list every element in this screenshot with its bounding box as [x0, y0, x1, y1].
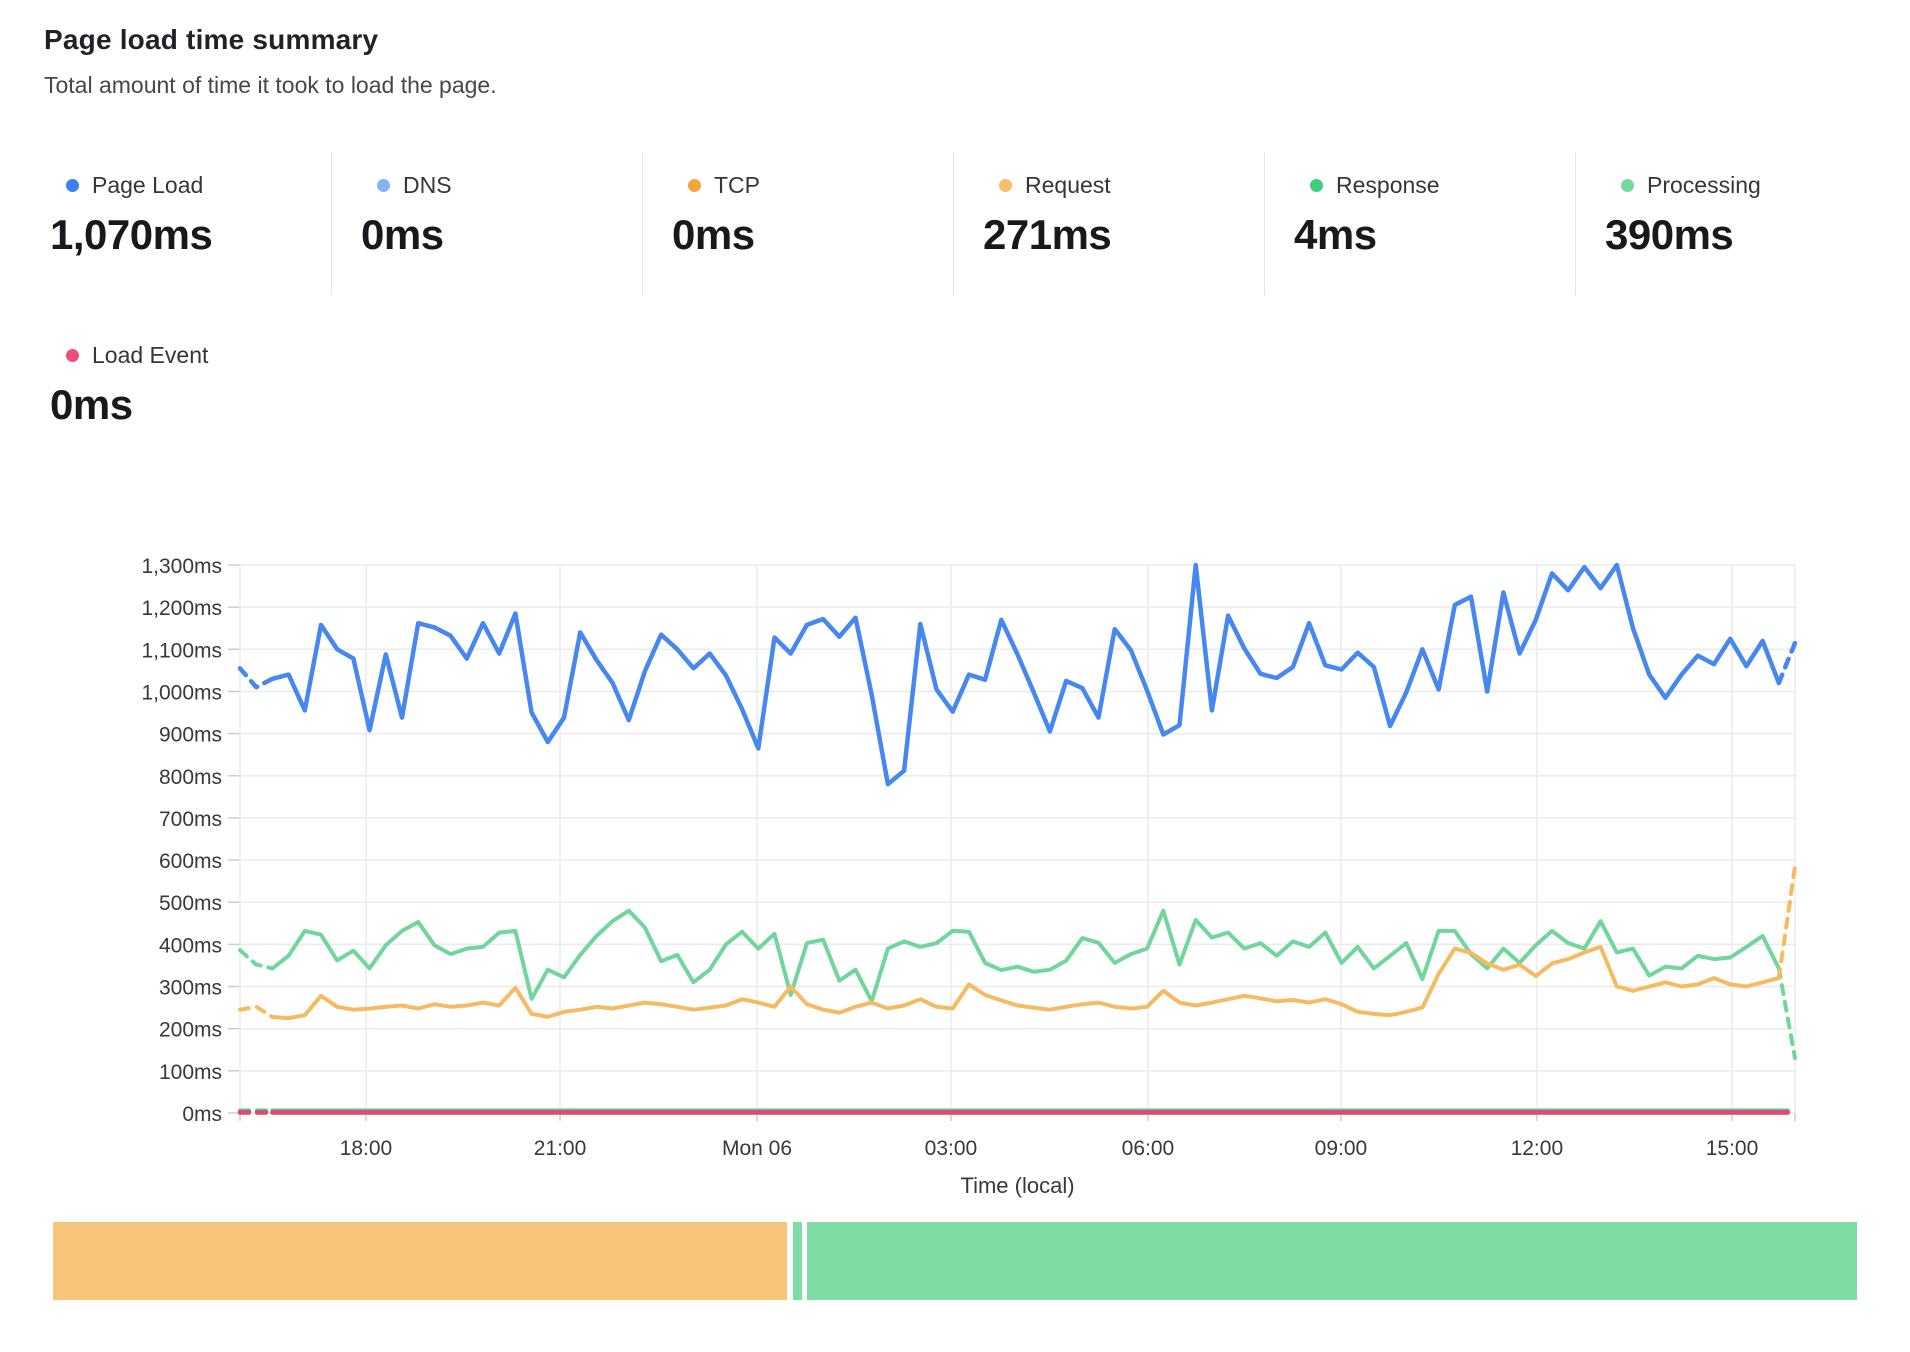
series-request-dash-tail — [1776, 864, 1797, 981]
x-tick-label: Mon 06 — [722, 1137, 792, 1160]
metric-summary-row: Page Load 1,070ms DNS 0ms TCP 0ms Reques… — [21, 152, 1887, 295]
y-tick-label: 400ms — [159, 934, 222, 957]
load-event-dot-icon — [66, 349, 79, 362]
series-processing-dash-tail — [1776, 966, 1797, 1061]
stat-label: DNS — [403, 172, 452, 198]
page-subtitle: Total amount of time it took to load the… — [44, 72, 497, 98]
x-axis-title: Time (local) — [960, 1173, 1074, 1198]
page-load-dot-icon — [66, 179, 79, 192]
processing-dot-icon — [1621, 179, 1634, 192]
y-tick-label: 300ms — [159, 977, 222, 1000]
stat-processing: Processing 390ms — [1576, 152, 1887, 295]
stat-dns: DNS 0ms — [332, 152, 643, 295]
stat-label: TCP — [714, 172, 760, 198]
x-tick-label: 06:00 — [1122, 1137, 1175, 1160]
stat-value: 0ms — [361, 211, 444, 258]
stat-response: Response 4ms — [1265, 152, 1576, 295]
x-tick-label: 12:00 — [1511, 1137, 1564, 1160]
stat-label: Page Load — [92, 172, 204, 198]
x-tick-label: 21:00 — [534, 1137, 587, 1160]
series-request — [270, 944, 1781, 1021]
x-tick-label: 15:00 — [1706, 1137, 1759, 1160]
stat-request: Request 271ms — [954, 152, 1265, 295]
tcp-dot-icon — [688, 179, 701, 192]
series-page-load-dash-head — [237, 666, 275, 690]
response-dot-icon — [1310, 179, 1323, 192]
y-tick-label: 900ms — [159, 724, 222, 747]
stat-label: Request — [1025, 172, 1111, 198]
y-tick-label: 1,300ms — [141, 555, 222, 578]
stat-label: Processing — [1647, 172, 1761, 198]
y-tick-label: 200ms — [159, 1019, 222, 1042]
stat-tcp: TCP 0ms — [643, 152, 954, 295]
stat-value: 1,070ms — [50, 211, 213, 258]
series-request-dash-head — [238, 1004, 275, 1019]
request-dot-icon — [999, 179, 1012, 192]
dns-dot-icon — [377, 179, 390, 192]
x-tick-label: 09:00 — [1315, 1137, 1368, 1160]
y-tick-label: 800ms — [159, 766, 222, 789]
brush-segment-processing-sliver[interactable] — [792, 1222, 802, 1300]
stat-load-event: Load Event 0ms — [21, 322, 332, 429]
y-tick-label: 500ms — [159, 892, 222, 915]
stat-value: 0ms — [672, 211, 755, 258]
stat-label: Response — [1336, 172, 1440, 198]
y-tick-label: 1,000ms — [141, 681, 222, 704]
y-tick-label: 100ms — [159, 1061, 222, 1084]
stat-page-load: Page Load 1,070ms — [21, 152, 332, 295]
series-page-load — [270, 562, 1782, 787]
series-page-load-dash-tail — [1776, 640, 1798, 686]
stat-value: 390ms — [1605, 211, 1734, 258]
y-tick-label: 1,200ms — [141, 597, 222, 620]
y-tick-label: 0ms — [182, 1103, 222, 1126]
brush-segment-processing-portion[interactable] — [807, 1222, 1857, 1300]
y-tick-label: 600ms — [159, 850, 222, 873]
stat-label: Load Event — [92, 342, 209, 368]
y-tick-label: 700ms — [159, 808, 222, 831]
page-title: Page load time summary — [44, 24, 379, 55]
brush-segment-request-portion[interactable] — [53, 1222, 788, 1300]
x-tick-label: 18:00 — [340, 1137, 393, 1160]
metric-summary-row-2: Load Event 0ms — [21, 322, 332, 429]
time-range-brush[interactable] — [53, 1222, 1857, 1300]
series-processing-dash-head — [238, 948, 275, 971]
stat-value: 271ms — [983, 211, 1112, 258]
stat-value: 4ms — [1294, 211, 1377, 258]
y-tick-label: 1,100ms — [141, 639, 222, 662]
x-tick-label: 03:00 — [925, 1137, 978, 1160]
series-processing — [270, 908, 1781, 1004]
stat-value: 0ms — [50, 381, 133, 428]
page-load-time-chart[interactable]: 0ms 100ms 200ms 300ms 400ms 500ms 600ms 700ms 80… — [0, 430, 1910, 1230]
